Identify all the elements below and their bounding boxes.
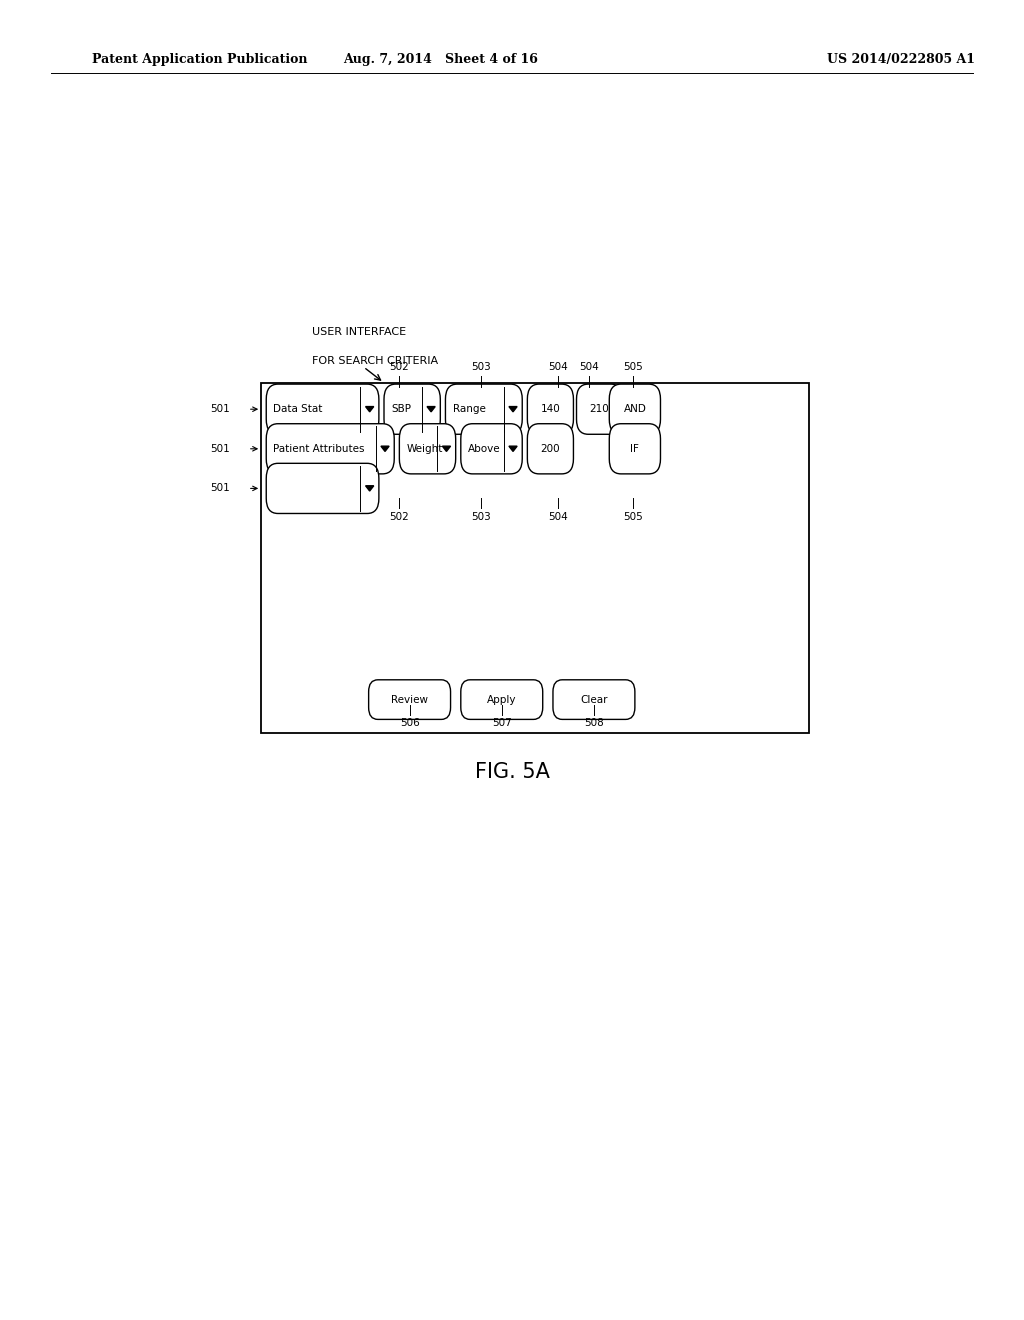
Text: FOR SEARCH CRITERIA: FOR SEARCH CRITERIA: [312, 356, 438, 367]
Text: 200: 200: [541, 444, 560, 454]
FancyBboxPatch shape: [399, 424, 456, 474]
Text: 503: 503: [471, 362, 492, 372]
Text: Weight: Weight: [407, 444, 443, 454]
FancyBboxPatch shape: [609, 384, 660, 434]
Text: Clear: Clear: [581, 694, 607, 705]
Text: IF: IF: [631, 444, 639, 454]
Text: 501: 501: [211, 404, 230, 414]
Text: AND: AND: [624, 404, 646, 414]
Text: FIG. 5A: FIG. 5A: [474, 762, 550, 783]
FancyBboxPatch shape: [609, 424, 660, 474]
Polygon shape: [366, 486, 374, 491]
Text: 507: 507: [492, 718, 512, 729]
Text: Above: Above: [468, 444, 501, 454]
FancyBboxPatch shape: [369, 680, 451, 719]
Text: Apply: Apply: [487, 694, 516, 705]
Polygon shape: [442, 446, 451, 451]
Polygon shape: [509, 446, 517, 451]
Text: Range: Range: [453, 404, 485, 414]
Polygon shape: [366, 407, 374, 412]
Text: 502: 502: [389, 512, 410, 523]
FancyBboxPatch shape: [553, 680, 635, 719]
Polygon shape: [381, 446, 389, 451]
Text: 508: 508: [584, 718, 604, 729]
Text: 504: 504: [548, 362, 568, 372]
FancyBboxPatch shape: [461, 680, 543, 719]
FancyBboxPatch shape: [527, 424, 573, 474]
Text: 505: 505: [623, 512, 643, 523]
Text: 501: 501: [211, 444, 230, 454]
FancyBboxPatch shape: [266, 424, 394, 474]
FancyBboxPatch shape: [266, 463, 379, 513]
Text: 210: 210: [590, 404, 609, 414]
FancyBboxPatch shape: [577, 384, 623, 434]
Text: Data Stat: Data Stat: [273, 404, 323, 414]
Text: 506: 506: [399, 718, 420, 729]
Text: 505: 505: [623, 362, 643, 372]
Text: 504: 504: [548, 512, 568, 523]
Text: Review: Review: [391, 694, 428, 705]
Text: SBP: SBP: [391, 404, 412, 414]
Polygon shape: [509, 407, 517, 412]
FancyBboxPatch shape: [461, 424, 522, 474]
FancyBboxPatch shape: [261, 383, 809, 733]
Text: 140: 140: [541, 404, 560, 414]
Polygon shape: [427, 407, 435, 412]
FancyBboxPatch shape: [527, 384, 573, 434]
FancyBboxPatch shape: [266, 384, 379, 434]
FancyBboxPatch shape: [445, 384, 522, 434]
Text: 504: 504: [579, 362, 599, 372]
Text: 503: 503: [471, 512, 492, 523]
Text: USER INTERFACE: USER INTERFACE: [312, 326, 407, 337]
Text: 502: 502: [389, 362, 410, 372]
Text: Aug. 7, 2014   Sheet 4 of 16: Aug. 7, 2014 Sheet 4 of 16: [343, 53, 538, 66]
Text: 501: 501: [211, 483, 230, 494]
Text: US 2014/0222805 A1: US 2014/0222805 A1: [827, 53, 975, 66]
FancyBboxPatch shape: [384, 384, 440, 434]
Text: Patent Application Publication: Patent Application Publication: [92, 53, 307, 66]
Text: Patient Attributes: Patient Attributes: [273, 444, 365, 454]
